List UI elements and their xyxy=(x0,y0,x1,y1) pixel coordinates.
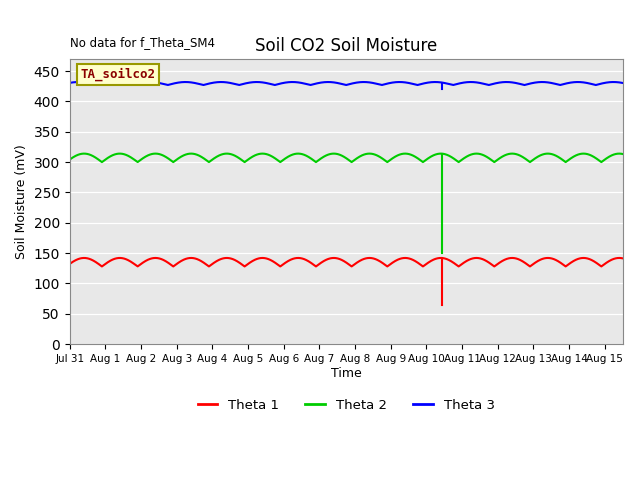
Text: No data for f_Theta_SM4: No data for f_Theta_SM4 xyxy=(70,36,214,49)
Legend: Theta 1, Theta 2, Theta 3: Theta 1, Theta 2, Theta 3 xyxy=(193,394,500,417)
X-axis label: Time: Time xyxy=(331,367,362,380)
Y-axis label: Soil Moisture (mV): Soil Moisture (mV) xyxy=(15,144,28,259)
Text: TA_soilco2: TA_soilco2 xyxy=(81,68,156,81)
Title: Soil CO2 Soil Moisture: Soil CO2 Soil Moisture xyxy=(255,36,437,55)
